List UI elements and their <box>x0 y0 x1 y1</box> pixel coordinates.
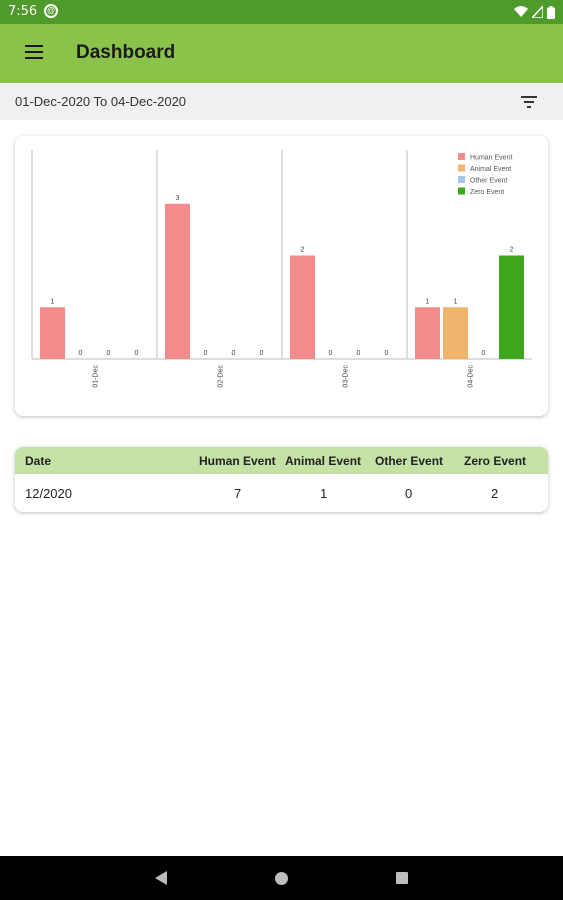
header-zero-event: Zero Event <box>464 453 527 468</box>
status-time: 7:56 <box>8 4 38 19</box>
legend-label: Other Event <box>470 178 507 185</box>
bar <box>443 307 468 359</box>
data-label: 0 <box>482 350 486 357</box>
bar <box>290 255 315 359</box>
table-header-row: Date Human Event Animal Event Other Even… <box>15 447 548 474</box>
battery-icon <box>547 5 555 19</box>
filter-icon[interactable] <box>521 96 537 108</box>
date-range-bar: 01-Dec-2020 To 04-Dec-2020 <box>0 83 563 120</box>
data-label: 0 <box>107 350 111 357</box>
bar-chart: 1 0 0 0 01-Dec 3 0 0 0 02-Dec 2 0 0 0 03-Dec 1 1 0 2 04-Dec… <box>31 150 532 388</box>
data-label: 0 <box>79 350 83 357</box>
bar <box>165 203 190 359</box>
data-label: 0 <box>329 350 333 357</box>
wifi-icon <box>514 6 528 18</box>
header-animal-event: Animal Event <box>285 453 362 468</box>
cell-zero-event: 2 <box>491 485 499 501</box>
legend-label: Animal Event <box>470 166 511 173</box>
data-label: 1 <box>51 298 55 305</box>
cell-animal-event: 1 <box>320 485 328 501</box>
data-label: 2 <box>510 247 514 254</box>
notification-app-icon: @ <box>44 4 58 18</box>
cell-human-event: 7 <box>234 485 242 501</box>
data-label: 0 <box>204 350 208 357</box>
chart-card: 1 0 0 0 01-Dec 3 0 0 0 02-Dec 2 0 0 0 03-Dec 1 1 0 2 04-Dec… <box>15 136 548 416</box>
legend-label: Human Event <box>470 155 512 162</box>
x-tick-label: 02-Dec <box>218 365 225 388</box>
data-label: 0 <box>357 350 361 357</box>
data-label: 3 <box>176 195 180 202</box>
data-label: 0 <box>135 350 139 357</box>
app-bar: Dashboard <box>0 24 563 83</box>
data-label: 0 <box>260 350 264 357</box>
cell-date: 12/2020 <box>25 485 72 501</box>
bar <box>499 255 524 359</box>
data-label: 1 <box>454 298 458 305</box>
cell-other-event: 0 <box>405 485 413 501</box>
data-label: 2 <box>301 247 305 254</box>
data-label: 1 <box>426 298 430 305</box>
legend-swatch <box>458 153 465 160</box>
page-title: Dashboard <box>76 42 176 63</box>
back-icon[interactable] <box>155 871 167 885</box>
header-human-event: Human Event <box>199 453 276 468</box>
recents-icon[interactable] <box>396 872 408 884</box>
date-range-label: 01-Dec-2020 To 04-Dec-2020 <box>15 94 187 109</box>
system-nav-bar <box>0 856 563 900</box>
table-row[interactable]: 12/2020 7 1 0 2 <box>15 474 548 512</box>
home-icon[interactable] <box>275 872 288 885</box>
legend-swatch <box>458 176 465 183</box>
x-tick-label: 04-Dec <box>468 365 475 388</box>
status-bar: 7:56 @ <box>0 0 563 24</box>
x-tick-label: 03-Dec <box>343 365 350 388</box>
menu-icon[interactable] <box>25 45 43 59</box>
legend-swatch <box>458 164 465 172</box>
legend-label: Zero Event <box>470 189 504 196</box>
bar <box>415 307 440 359</box>
x-tick-label: 01-Dec <box>93 365 100 388</box>
signal-icon <box>532 6 543 18</box>
data-label: 0 <box>385 350 389 357</box>
bar <box>40 307 65 359</box>
summary-table: Date Human Event Animal Event Other Even… <box>15 447 548 512</box>
header-date: Date <box>25 453 52 468</box>
header-other-event: Other Event <box>375 453 444 468</box>
legend-swatch <box>458 187 465 195</box>
status-icons <box>514 5 555 19</box>
data-label: 0 <box>232 350 236 357</box>
